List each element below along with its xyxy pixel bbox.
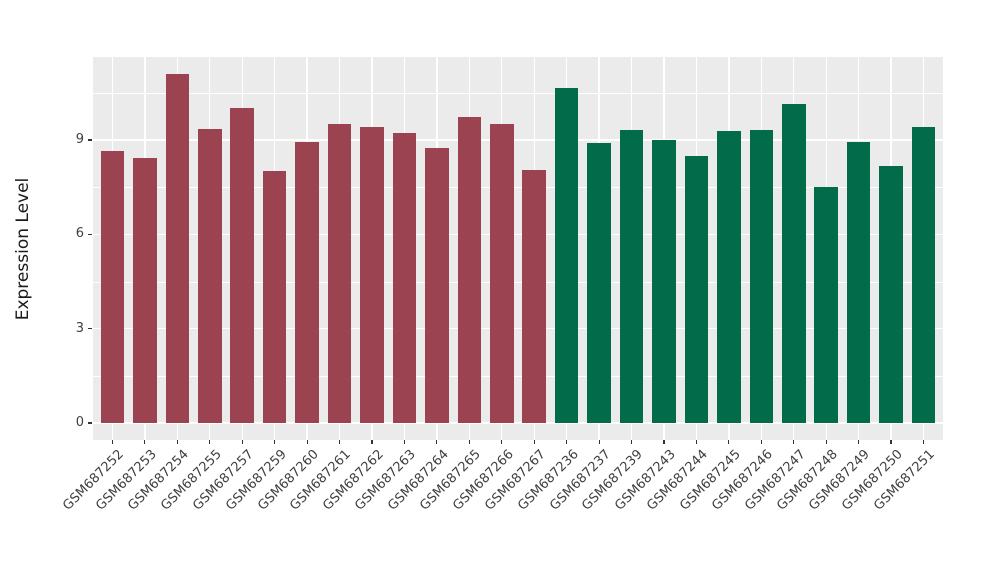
gridline-horizontal-major xyxy=(93,139,943,141)
gridline-horizontal-minor xyxy=(93,187,943,188)
x-tick-mark xyxy=(241,440,243,444)
gridline-horizontal-major xyxy=(93,233,943,236)
bar-GSM687236 xyxy=(554,87,579,423)
x-tick-mark xyxy=(274,440,276,444)
y-tick-mark xyxy=(88,328,92,330)
x-tick-mark xyxy=(436,440,438,444)
bar-GSM687255 xyxy=(198,129,222,423)
bar-GSM687254 xyxy=(165,74,190,423)
bar-GSM687251 xyxy=(911,127,936,423)
x-tick-mark xyxy=(338,440,341,444)
x-tick-mark xyxy=(598,440,600,444)
x-tick-mark xyxy=(695,440,698,444)
x-tick-mark xyxy=(403,440,406,444)
y-tick-mark xyxy=(88,422,92,424)
bar-GSM687264 xyxy=(425,148,449,423)
y-tick-label: 0 xyxy=(75,415,84,430)
bar-GSM687247 xyxy=(782,104,806,423)
bar-GSM687243 xyxy=(652,140,676,423)
x-tick-mark xyxy=(566,440,568,444)
bar-GSM687253 xyxy=(133,157,157,423)
bar-GSM687261 xyxy=(327,124,352,423)
x-tick-mark xyxy=(663,440,665,444)
gridline-horizontal-minor xyxy=(93,375,943,377)
gridline-horizontal-major xyxy=(93,422,943,424)
gridline-horizontal-minor xyxy=(93,281,943,283)
bar-GSM687260 xyxy=(295,142,319,423)
x-tick-mark xyxy=(793,440,795,444)
x-tick-mark xyxy=(825,440,827,444)
x-tick-mark xyxy=(468,440,470,444)
plot-panel xyxy=(93,57,943,440)
bar-GSM687245 xyxy=(717,130,741,423)
x-tick-mark xyxy=(760,440,762,444)
bar-GSM687248 xyxy=(814,186,838,423)
bar-GSM687250 xyxy=(879,166,903,423)
x-tick-mark xyxy=(922,440,925,444)
bar-GSM687267 xyxy=(522,169,546,423)
x-tick-mark xyxy=(209,440,211,444)
bar-GSM687237 xyxy=(587,143,611,423)
y-axis-title: Expression Level xyxy=(13,177,33,321)
y-tick-mark xyxy=(88,233,92,235)
bar-GSM687262 xyxy=(360,126,384,423)
y-tick-label: 9 xyxy=(75,132,84,148)
bar-GSM687239 xyxy=(619,129,644,423)
x-tick-mark xyxy=(728,440,730,444)
y-tick-label: 6 xyxy=(75,226,84,242)
bar-GSM687263 xyxy=(392,133,417,423)
x-tick-mark xyxy=(630,440,633,444)
x-tick-mark xyxy=(533,440,535,444)
x-tick-mark xyxy=(858,440,860,444)
bar-GSM687259 xyxy=(262,171,287,423)
x-tick-mark xyxy=(501,440,503,444)
x-tick-mark xyxy=(176,440,178,444)
x-tick-mark xyxy=(306,440,308,444)
gridline-horizontal-minor xyxy=(93,92,943,94)
bar-GSM687249 xyxy=(846,141,871,423)
bar-GSM687244 xyxy=(684,155,709,423)
y-tick-mark xyxy=(88,139,92,141)
gridline-horizontal-major xyxy=(93,327,943,330)
bar-GSM687257 xyxy=(230,108,254,423)
x-tick-mark xyxy=(890,440,892,444)
x-tick-mark xyxy=(111,440,114,444)
bar-GSM687246 xyxy=(749,129,774,423)
bar-GSM687265 xyxy=(457,117,482,423)
bar-GSM687266 xyxy=(490,124,514,423)
x-tick-mark xyxy=(371,440,373,444)
x-tick-mark xyxy=(144,440,146,444)
bar-GSM687252 xyxy=(100,151,125,423)
y-tick-label: 3 xyxy=(75,320,84,336)
